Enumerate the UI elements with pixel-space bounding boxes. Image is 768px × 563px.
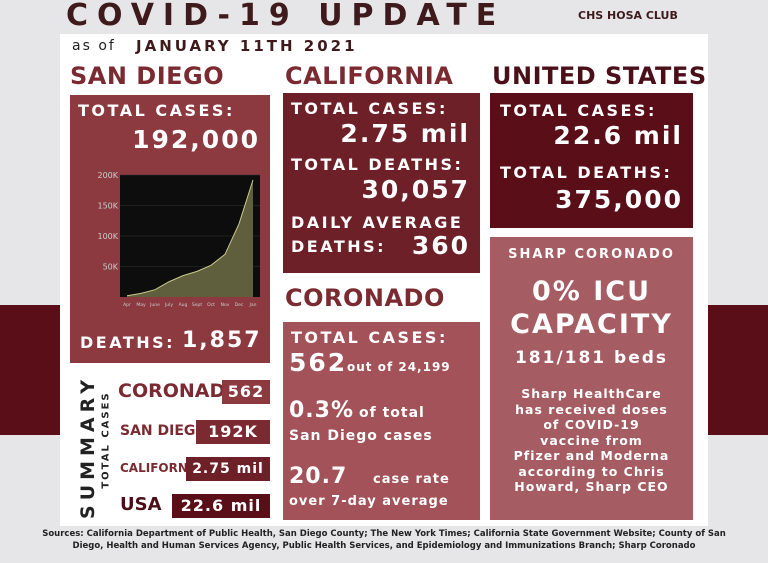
- label: TOTAL CASES:: [78, 101, 235, 120]
- value: 562: [289, 348, 348, 377]
- value: 192,000: [132, 125, 260, 154]
- note-line: Pfizer and Moderna: [513, 448, 670, 463]
- x-tick-label: Oct: [207, 302, 215, 308]
- area: [127, 179, 253, 297]
- row-label: CORONADO: [118, 380, 242, 402]
- row-label: CALIFORNIA: [120, 461, 202, 475]
- x-tick-label: Aug: [179, 302, 188, 308]
- row-value: 22.6 mil: [172, 494, 270, 518]
- x-tick-label: May: [136, 302, 146, 308]
- beds: 181/181 beds: [514, 348, 669, 368]
- row-value: 2.75 mil: [186, 457, 270, 481]
- value: 0.3%: [289, 398, 355, 423]
- value: 375,000: [555, 185, 683, 214]
- icu: 0% ICU: [531, 276, 652, 307]
- mini-chart: 50K 100K 150K 200K Apr May June July Aug Sept Oct N…: [97, 171, 260, 308]
- value: 1,857: [182, 328, 262, 353]
- date: JANUARY 11TH 2021: [136, 37, 358, 55]
- label: DEATHS:: [291, 237, 387, 256]
- value: 360: [411, 231, 470, 260]
- heading: SAN DIEGO: [70, 62, 225, 90]
- value: 2.75 mil: [340, 119, 470, 148]
- text: case rate: [373, 472, 450, 487]
- note-line: vaccine from: [540, 432, 643, 448]
- label: DEATHS:: [80, 333, 176, 352]
- heading: CORONADO: [285, 284, 445, 312]
- heading: UNITED STATES: [492, 62, 707, 90]
- y-tick-label: 50K: [103, 263, 119, 272]
- note-line: of COVID-19: [543, 417, 640, 432]
- value: 20.7: [289, 464, 348, 489]
- value: 22.6 mil: [553, 121, 683, 150]
- us-box: TOTAL CASES: 22.6 mil TOTAL DEATHS: 375,…: [490, 93, 693, 228]
- coronado-box: TOTAL CASES: 562 out of 24,199 0.3% of t…: [283, 322, 480, 520]
- text: San Diego cases: [289, 428, 433, 444]
- value: 30,057: [361, 175, 470, 204]
- sharp-box: SHARP CORONADO 0% ICU CAPACITY 181/181 b…: [490, 237, 693, 520]
- y-tick-label: 200K: [97, 171, 118, 180]
- x-tick-label: Apr: [123, 302, 131, 308]
- note: Sharp HealthCare has received doses of COV…: [490, 386, 693, 495]
- label: TOTAL CASES:: [291, 99, 448, 118]
- note-line: according to Chris: [518, 463, 665, 479]
- california-box: TOTAL CASES: 2.75 mil TOTAL DEATHS: 30,0…: [283, 93, 480, 273]
- note-line: Howard, Sharp CEO: [514, 479, 669, 494]
- x-tick-label: July: [164, 302, 173, 308]
- line: [126, 179, 254, 297]
- row-value: 192K: [196, 420, 270, 444]
- label: TOTAL DEATHS:: [291, 155, 464, 174]
- date-prefix: as of: [72, 38, 116, 54]
- x-tick-label: Nov: [221, 302, 230, 308]
- y-tick-label: 100K: [97, 232, 118, 241]
- san-diego-box: TOTAL CASES: 192,000 50K 100K 150K 200K Apr M…: [70, 95, 270, 363]
- x-tick-label: June: [149, 302, 160, 308]
- note-line: Sharp HealthCare: [521, 386, 662, 401]
- text: out of 24,199: [347, 360, 451, 374]
- note-line: has received doses: [515, 401, 668, 417]
- x-tick-label: Jan: [249, 302, 257, 308]
- side-band: [708, 305, 768, 435]
- row-label: USA: [120, 494, 162, 515]
- club: CHS HOSA CLUB: [578, 9, 678, 22]
- row-value: 562: [222, 380, 270, 404]
- heading: CALIFORNIA: [285, 62, 454, 90]
- icu: CAPACITY: [510, 309, 673, 340]
- summary-subtitle: TOTAL CASES: [100, 391, 112, 489]
- summary-title: SUMMARY: [77, 375, 99, 519]
- label: TOTAL CASES:: [291, 328, 448, 347]
- text: of total: [359, 405, 425, 421]
- sources: Sources: California Department of Public…: [42, 529, 726, 551]
- title: COVID-19 UPDATE: [66, 0, 506, 33]
- text: over 7-day average: [289, 494, 449, 509]
- x-tick-label: Dec: [235, 302, 244, 308]
- row-label: SAN DIEGO: [120, 423, 208, 439]
- heading: SHARP CORONADO: [508, 247, 675, 262]
- label: TOTAL DEATHS:: [500, 163, 673, 182]
- side-band: [0, 305, 60, 435]
- y-tick-label: 150K: [97, 202, 118, 211]
- label: TOTAL CASES:: [500, 101, 657, 120]
- label: DAILY AVERAGE: [291, 213, 464, 232]
- x-tick-label: Sept: [192, 302, 202, 308]
